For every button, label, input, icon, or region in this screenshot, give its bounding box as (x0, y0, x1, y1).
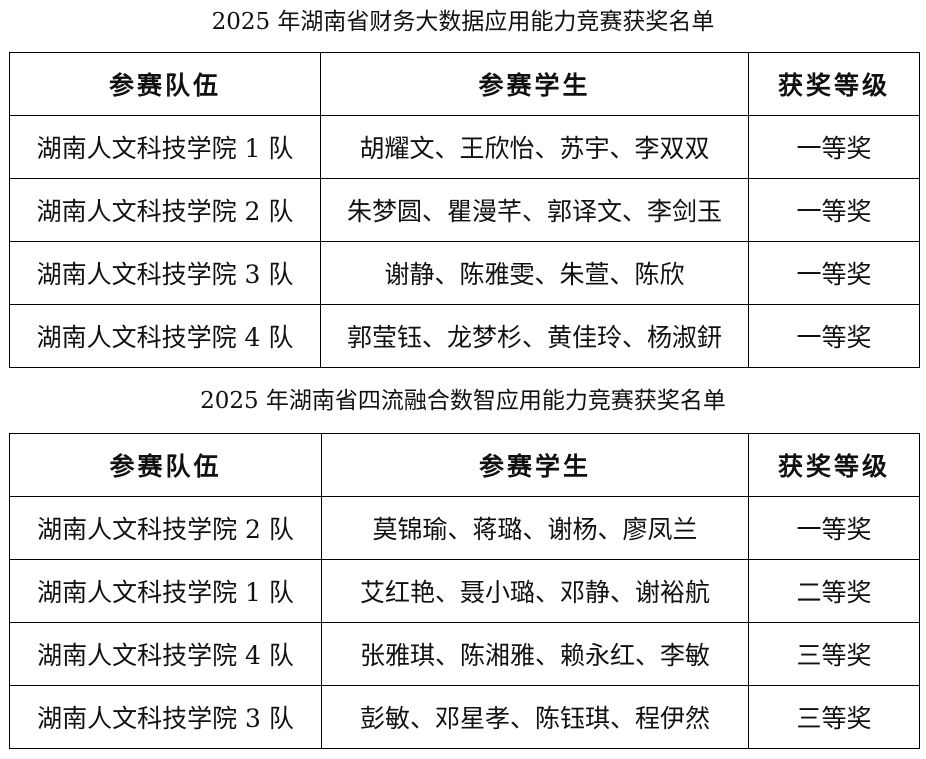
award-table-2: 参赛队伍 参赛学生 获奖等级 湖南人文科技学院 2 队莫锦瑜、蒋璐、谢杨、廖凤兰… (9, 433, 920, 749)
team-cell: 湖南人文科技学院 3 队 (9, 241, 321, 305)
award-table-1: 参赛队伍 参赛学生 获奖等级 湖南人文科技学院 1 队胡耀文、王欣怡、苏宇、李双… (9, 52, 920, 368)
award-cell: 三等奖 (748, 685, 920, 749)
table-1-title: 2025 年湖南省财务大数据应用能力竞赛获奖名单 (211, 9, 715, 35)
header-award: 获奖等级 (748, 433, 920, 497)
table-row: 湖南人文科技学院 3 队彭敏、邓星孝、陈钰琪、程伊然 三等奖 (9, 685, 920, 749)
award-cell: 一等奖 (748, 115, 920, 179)
team-cell: 湖南人文科技学院 4 队 (9, 304, 321, 368)
table-row: 湖南人文科技学院 4 队张雅琪、陈湘雅、赖永红、李敏 三等奖 (9, 622, 920, 686)
students-cell: 彭敏、邓星孝、陈钰琪、程伊然 (321, 685, 749, 749)
team-cell: 湖南人文科技学院 3 队 (9, 685, 322, 749)
header-row: 参赛队伍 参赛学生 获奖等级 (9, 433, 920, 497)
header-row: 参赛队伍 参赛学生 获奖等级 (9, 52, 920, 116)
award-cell: 三等奖 (748, 622, 920, 686)
students-cell: 郭莹钰、龙梦杉、黄佳玲、杨淑鈃 (320, 304, 749, 368)
team-cell: 湖南人文科技学院 1 队 (9, 115, 321, 179)
team-cell: 湖南人文科技学院 2 队 (9, 496, 322, 560)
header-team: 参赛队伍 (9, 433, 322, 497)
table-row: 湖南人文科技学院 2 队朱梦圆、瞿漫芊、郭译文、李剑玉 一等奖 (9, 178, 920, 242)
table-row: 湖南人文科技学院 3 队谢静、陈雅雯、朱萱、陈欣 一等奖 (9, 241, 920, 305)
students-cell: 张雅琪、陈湘雅、赖永红、李敏 (321, 622, 749, 686)
students-cell: 艾红艳、聂小璐、邓静、谢裕航 (321, 559, 749, 623)
header-students: 参赛学生 (321, 433, 749, 497)
students-cell: 谢静、陈雅雯、朱萱、陈欣 (320, 241, 749, 305)
header-team: 参赛队伍 (9, 52, 321, 116)
students-cell: 胡耀文、王欣怡、苏宇、李双双 (320, 115, 749, 179)
students-cell: 莫锦瑜、蒋璐、谢杨、廖凤兰 (321, 496, 749, 560)
team-cell: 湖南人文科技学院 1 队 (9, 559, 322, 623)
header-students: 参赛学生 (320, 52, 749, 116)
students-cell: 朱梦圆、瞿漫芊、郭译文、李剑玉 (320, 178, 749, 242)
award-cell: 一等奖 (748, 496, 920, 560)
award-cell: 一等奖 (748, 304, 920, 368)
award-cell: 一等奖 (748, 241, 920, 305)
award-cell: 一等奖 (748, 178, 920, 242)
table-row: 湖南人文科技学院 1 队艾红艳、聂小璐、邓静、谢裕航 二等奖 (9, 559, 920, 623)
header-award: 获奖等级 (748, 52, 920, 116)
table-2-title: 2025 年湖南省四流融合数智应用能力竞赛获奖名单 (200, 388, 726, 414)
table-row: 湖南人文科技学院 2 队莫锦瑜、蒋璐、谢杨、廖凤兰 一等奖 (9, 496, 920, 560)
team-cell: 湖南人文科技学院 4 队 (9, 622, 322, 686)
table-row: 湖南人文科技学院 4 队郭莹钰、龙梦杉、黄佳玲、杨淑鈃 一等奖 (9, 304, 920, 368)
award-cell: 二等奖 (748, 559, 920, 623)
table-row: 湖南人文科技学院 1 队胡耀文、王欣怡、苏宇、李双双 一等奖 (9, 115, 920, 179)
team-cell: 湖南人文科技学院 2 队 (9, 178, 321, 242)
